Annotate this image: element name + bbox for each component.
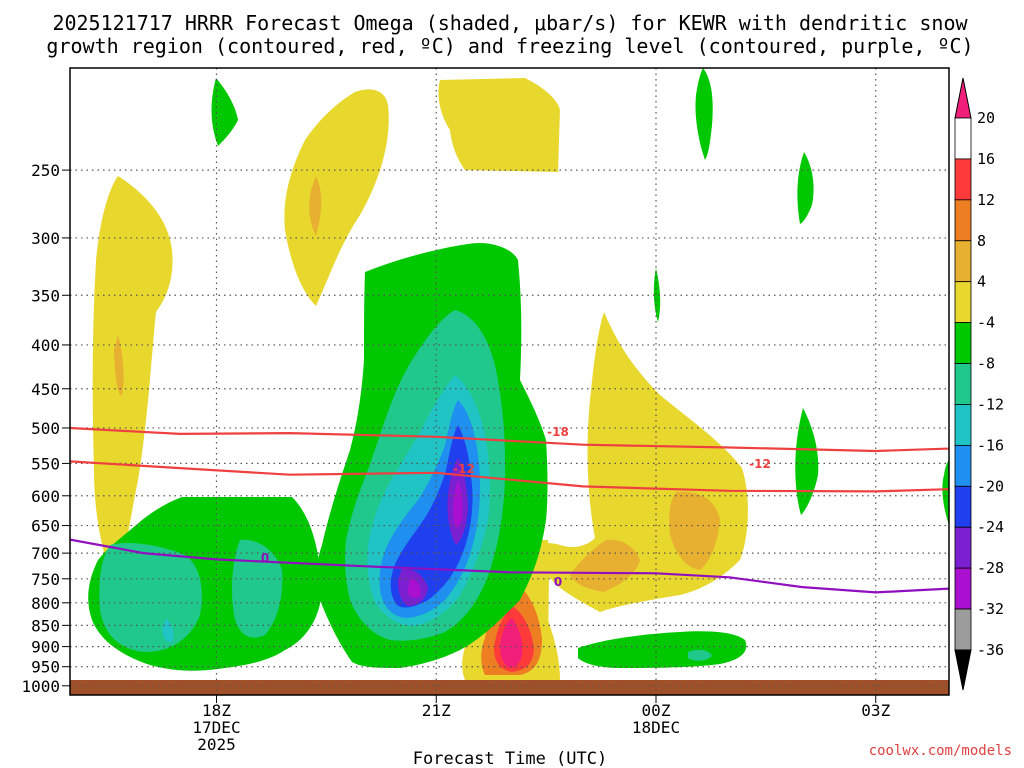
y-tick-label-850: 850 [31,616,60,635]
colorbar-label-11: -28 [977,559,1004,577]
y-tick-label-750: 750 [31,570,60,589]
x-tick-label-7-1: 18DEC [632,718,680,737]
y-tick-label-900: 900 [31,638,60,657]
colorbar-segment-0 [954,117,972,160]
central-ascent-magenta-upper [453,480,463,528]
isotherm-labels: -18 -12 -12 0 0 [261,425,771,589]
label-minus18: -18 [547,425,569,439]
x-tick-label-1-2: 2025 [197,735,236,754]
colorbar-segment-4 [954,281,972,324]
colorbar-segment-10 [954,526,972,569]
colorbar-segment-2 [954,199,972,242]
colorbar-label-13: -36 [977,641,1004,659]
colorbar-segment-7 [954,404,972,446]
y-tick-label-550: 550 [31,454,60,473]
colorbar-label-6: -8 [977,355,995,373]
colorbar-label-0: 20 [977,109,995,127]
colorbar-segment-9 [954,485,972,528]
y-tick-label-350: 350 [31,286,60,305]
descent-max-magenta [500,618,523,668]
edge-green-cell [942,460,949,525]
colorbar-label-3: 8 [977,232,986,250]
colorbar-segment-12 [954,608,972,651]
central-ascent-magenta-lower [408,578,421,598]
colorbar: 20 16 12 8 4 -4 -8 -12 -16 -20 -24 -28 -32 -36 [954,77,1004,691]
x-tick-label-1-0: 18Z [202,701,231,720]
ground-terrain [70,680,949,695]
x-tick-label-10-0: 03Z [861,701,890,720]
colorbar-label-7: -12 [977,395,1004,413]
chart-title-line-1: 2025121717 HRRR Forecast Omega (shaded, … [52,11,968,35]
y-tick-label-500: 500 [31,419,60,438]
y-tick-label-650: 650 [31,517,60,536]
x-axis-label: Forecast Time (UTC) [413,749,607,768]
upper-left-orange-spot [114,335,124,396]
colorbar-label-10: -24 [977,518,1004,536]
y-tick-label-450: 450 [31,380,60,399]
plot-frame [69,67,950,696]
left-teal-cell-2 [232,539,283,638]
x-axis-ticks: 18Z17DEC202521Z00Z18DEC03Z06Z09Z [192,695,891,754]
y-tick-label-1000: 1000 [21,677,60,696]
x-tick-label-7-0: 00Z [642,701,671,720]
y-tick-label-700: 700 [31,544,60,563]
series-line-2 [70,538,949,594]
omega-shading [70,68,949,695]
upper-00z-yellow-block [438,78,560,172]
label-minus12-right: -12 [749,457,771,471]
y-tick-label-400: 400 [31,336,60,355]
colorbar-label-8: -16 [977,436,1004,454]
left-cyan-spot [162,618,174,643]
upper-21z-orange-spot [309,176,322,236]
upper-21z-yellow-plume [284,89,389,306]
lower-right-orange-1 [669,491,720,570]
plot-gridlines [70,68,949,695]
y-tick-label-800: 800 [31,594,60,613]
colorbar-label-12: -32 [977,600,1004,618]
series-line-0 [70,426,949,453]
colorbar-segment-5 [954,322,972,364]
surface-green-strip [578,631,747,668]
surface-teal-spot [688,649,712,661]
x-tick-label-1-1: 17DEC [192,718,240,737]
label-minus12-left: -12 [453,462,475,476]
series-line-1 [70,460,949,493]
colorbar-label-5: -4 [977,314,995,332]
colorbar-segment-11 [954,567,972,610]
colorbar-segment-3 [954,240,972,283]
central-ascent-darkblue [390,425,473,608]
y-tick-label-300: 300 [31,229,60,248]
lower-right-yellow [522,312,748,680]
colorbar-label-9: -20 [977,477,1004,495]
colorbar-segment-1 [954,158,972,201]
upper-green-cell-3 [797,152,814,224]
chart-title-line-2: growth region (contoured, red, ºC) and f… [46,34,973,58]
label-zero-right: 0 [554,575,562,589]
upper-green-cell-2 [695,68,713,160]
x-tick-label-4-0: 21Z [422,701,451,720]
credit-text: coolwx.com/models [869,743,1012,759]
colorbar-bottom-arrow [954,649,972,691]
upper-green-cell-4 [653,268,661,322]
colorbar-top-arrow [954,77,972,119]
y-axis-ticks: 250 300 350 400 450 500 550 600 650 700 750 800 850 9… [21,161,70,696]
y-tick-label-600: 600 [31,487,60,506]
left-teal-cell-1 [99,543,202,652]
isotherm-lines [70,426,949,594]
y-tick-label-950: 950 [31,658,60,677]
upper-green-cell-1 [211,78,238,146]
label-zero-left: 0 [261,551,269,565]
y-tick-label-250: 250 [31,161,60,180]
colorbar-label-2: 12 [977,191,995,209]
colorbar-label-1: 16 [977,150,995,168]
colorbar-segment-8 [954,444,972,487]
colorbar-label-4: 4 [977,273,986,291]
right-green-cell [795,408,819,515]
upper-left-yellow-band [92,176,173,596]
colorbar-segment-6 [954,363,972,405]
